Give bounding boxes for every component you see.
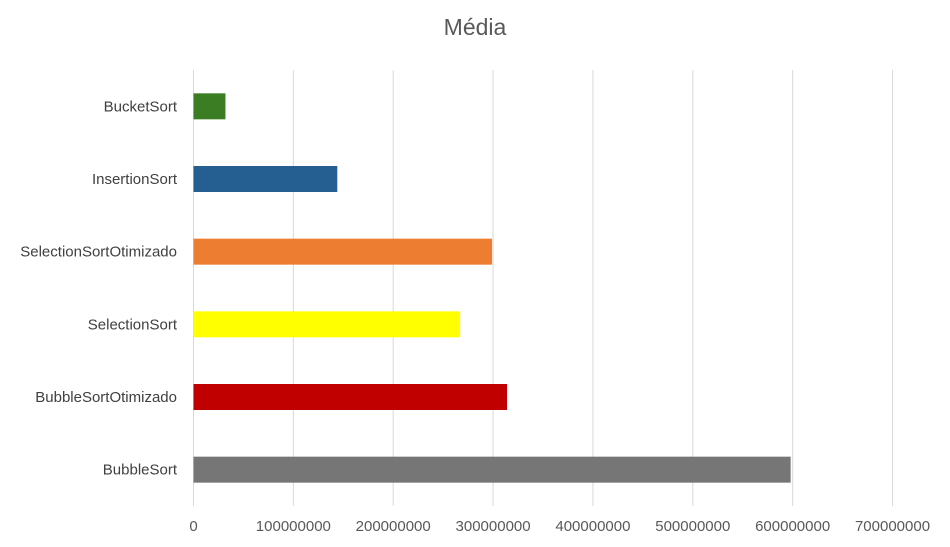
category-label: BubbleSort — [103, 462, 178, 479]
bar-selectionsort — [193, 311, 461, 338]
x-tick-label: 700000000 — [855, 518, 930, 535]
bars — [193, 93, 791, 483]
category-label: SelectionSortOtimizado — [20, 244, 177, 261]
chart-title: Média — [443, 14, 507, 40]
category-labels: BubbleSort BubbleSortOtimizado SelectionSo… — [20, 98, 178, 478]
x-tick-label: 500000000 — [655, 518, 730, 535]
bar-insertionsort — [193, 166, 338, 192]
x-tick-label: 0 — [189, 518, 197, 535]
x-tick-label: 600000000 — [755, 518, 830, 535]
bar-bucketsort — [193, 93, 226, 120]
x-tick-labels: 0 100000000 200000000 300000000 400000000 500… — [189, 518, 930, 535]
x-tick-label: 100000000 — [256, 518, 331, 535]
x-tick-label: 300000000 — [456, 518, 531, 535]
category-label: SelectionSort — [88, 316, 178, 333]
x-tick-label: 200000000 — [356, 518, 431, 535]
category-label: InsertionSort — [92, 171, 178, 188]
bar-bubblesort — [193, 456, 791, 483]
x-tick-label: 400000000 — [555, 518, 630, 535]
bar-bubblesortotimizado — [193, 384, 508, 410]
gridlines — [193, 70, 893, 506]
category-label: BubbleSortOtimizado — [35, 389, 177, 406]
bar-selectionsortotimizado — [193, 238, 493, 265]
category-label: BucketSort — [104, 98, 178, 115]
